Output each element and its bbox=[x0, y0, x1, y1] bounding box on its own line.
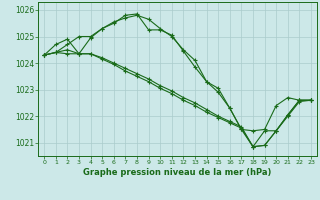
X-axis label: Graphe pression niveau de la mer (hPa): Graphe pression niveau de la mer (hPa) bbox=[84, 168, 272, 177]
